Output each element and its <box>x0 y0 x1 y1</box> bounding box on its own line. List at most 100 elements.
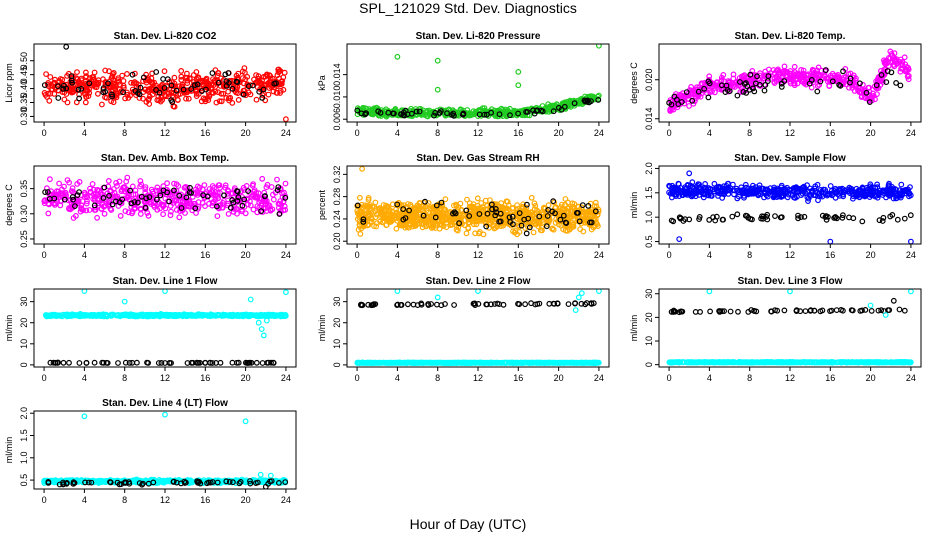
data-point-black <box>884 68 891 74</box>
data-point-orange <box>377 218 384 225</box>
data-point-magenta <box>171 197 178 204</box>
data-point-magenta <box>237 188 244 195</box>
data-point-black <box>456 220 463 227</box>
data-point-red <box>115 75 122 82</box>
points <box>666 48 912 114</box>
data-point-black <box>198 88 205 94</box>
data-point-magenta <box>244 196 250 203</box>
data-point-blue <box>801 187 808 193</box>
data-point-black <box>213 360 219 366</box>
data-point-blue <box>727 185 734 192</box>
data-point-magenta <box>243 182 250 189</box>
data-point-red <box>165 89 171 95</box>
data-point-black <box>256 88 263 95</box>
data-point-black <box>76 189 82 196</box>
data-point-black <box>112 198 119 205</box>
data-point-blue <box>814 181 821 188</box>
data-point-orange <box>394 210 400 217</box>
outlier-point <box>283 289 289 296</box>
data-point-black <box>682 216 688 223</box>
data-point-black <box>105 80 111 87</box>
data-point-cyan <box>403 360 410 366</box>
x-tick-label: 0 <box>355 128 360 138</box>
data-point-black <box>180 86 187 93</box>
data-point-black <box>274 187 281 194</box>
data-point-black <box>524 201 530 208</box>
x-tick-label: 4 <box>395 128 400 138</box>
y-tick-label: 0.5 <box>644 235 654 248</box>
data-point-blue <box>907 192 914 199</box>
data-point-red <box>93 79 100 86</box>
data-point-cyan <box>161 312 168 319</box>
data-point-red <box>204 81 211 88</box>
panel-title: Stan. Dev. Sample Flow <box>734 153 846 164</box>
data-point-magenta <box>247 202 254 209</box>
data-point-cyan <box>104 313 110 320</box>
data-point-magenta <box>274 176 280 183</box>
data-point-blue <box>755 187 761 194</box>
data-point-green <box>499 106 506 113</box>
data-point-cyan <box>400 359 407 366</box>
data-point-black <box>282 194 289 201</box>
x-tick-label: 20 <box>241 128 251 138</box>
data-point-black <box>264 359 271 366</box>
data-point-black <box>169 99 176 105</box>
data-point-magenta <box>98 205 105 212</box>
data-point-black <box>234 188 241 195</box>
data-point-blue <box>824 191 831 198</box>
data-point-magenta <box>72 201 78 208</box>
data-point-blue <box>708 193 715 199</box>
data-point-black <box>723 82 730 89</box>
data-point-red <box>218 98 225 105</box>
data-point-black <box>143 195 150 202</box>
data-point-black <box>227 204 234 211</box>
y-axis-label: Licor ppm <box>4 63 14 103</box>
data-point-black <box>893 79 899 86</box>
data-point-black <box>822 67 829 73</box>
x-tick-label: 16 <box>200 373 210 383</box>
data-point-blue <box>702 188 709 194</box>
data-point-black <box>106 192 112 199</box>
data-point-black <box>398 111 405 118</box>
data-point-black <box>832 214 839 221</box>
data-point-black <box>408 110 415 117</box>
data-point-magenta <box>128 203 135 210</box>
y-tick-label: 0.006 <box>332 108 342 131</box>
data-point-black <box>135 90 142 96</box>
data-point-black <box>763 213 770 220</box>
data-point-black <box>762 82 769 88</box>
data-point-magenta <box>851 87 858 94</box>
data-point-black <box>402 215 409 222</box>
data-point-orange <box>402 224 409 231</box>
data-point-cyan <box>544 359 551 366</box>
y-tick-label: 2.0 <box>644 162 654 175</box>
data-point-red <box>256 77 263 84</box>
data-point-magenta <box>101 210 108 217</box>
data-point-orange <box>427 222 434 229</box>
data-point-magenta <box>899 62 906 69</box>
data-point-red <box>193 87 200 94</box>
data-point-black <box>743 89 750 96</box>
data-point-magenta <box>138 181 145 188</box>
data-point-cyan <box>370 360 376 366</box>
data-point-orange <box>359 213 366 220</box>
data-point-black <box>761 87 768 94</box>
data-point-black <box>178 205 185 211</box>
data-point-blue <box>907 184 913 191</box>
data-point-black <box>235 194 242 201</box>
data-point-orange <box>453 202 460 209</box>
x-tick-label: 12 <box>785 250 795 260</box>
data-point-red <box>125 94 132 101</box>
data-point-magenta <box>168 208 174 215</box>
x-tick-label: 24 <box>906 128 916 138</box>
data-point-black <box>91 202 98 209</box>
data-point-blue <box>696 185 703 192</box>
data-point-blue <box>836 186 843 192</box>
data-point-magenta <box>94 214 100 221</box>
data-point-black <box>101 184 108 191</box>
data-point-black <box>260 86 267 93</box>
data-point-black <box>463 207 470 214</box>
data-point-red <box>264 71 270 78</box>
data-point-black <box>526 224 533 231</box>
data-point-black <box>46 195 53 202</box>
